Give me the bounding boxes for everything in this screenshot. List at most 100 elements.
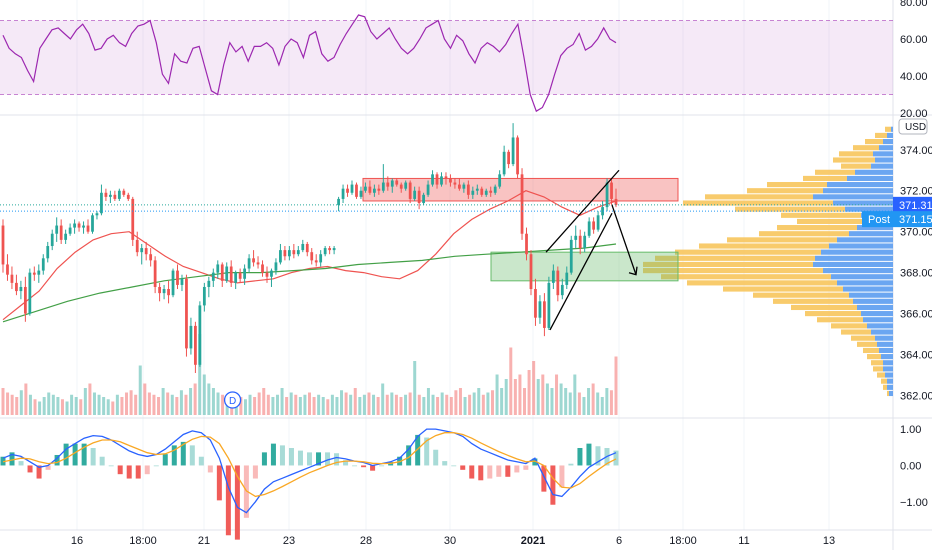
macd-panel[interactable] [0,428,619,540]
candle-body [15,282,18,292]
candle-body [610,182,613,199]
candle-body [381,182,385,191]
vp-bar-up [883,139,893,145]
volume-bar [303,394,307,415]
vp-bar-up [887,378,893,384]
macd-line [2,428,617,514]
candlesticks[interactable] [0,123,893,373]
volume-bar [161,388,165,415]
rsi-panel[interactable] [0,14,893,113]
volume-bar [582,397,586,415]
candle-body [91,215,94,232]
candle-body [538,301,542,318]
macd-histogram-bar [505,465,511,477]
vp-bar-up [885,372,893,378]
wedge-lower-line [549,212,613,331]
rsi-tick-label: 60.00 [900,34,928,46]
volume-bar [102,397,106,415]
vp-bar-up [875,157,893,163]
candle-body [144,248,148,255]
volume-bar [454,390,458,415]
wedge-upper-line [545,169,620,253]
candle-body [525,233,528,255]
volume-bar [431,394,435,415]
vp-bar-up [855,169,893,175]
volume-bar [193,383,197,415]
time-tick-label: 11 [738,535,749,547]
vp-bar-up [847,175,893,182]
volume-bar [426,388,430,415]
macd-histogram-bar [523,465,529,470]
trend-drawings[interactable] [545,169,638,331]
volume-bar [19,390,23,415]
post-label: Post [868,214,890,226]
vp-bar-down [791,304,857,311]
macd-histogram-bar [307,452,312,466]
volume-bar [477,388,481,415]
candle-body [296,250,300,255]
price-tick-label: 366.00 [900,309,932,321]
time-tick-label: 16 [71,535,83,547]
candle-body [511,137,515,165]
macd-histogram-bar [541,465,547,492]
volume-bar [596,392,600,415]
vp-bar-up [813,261,893,268]
time-axis[interactable]: 16 18:00 21 23 28 30 2021 6 18:00 11 13 [71,535,835,547]
vp-bar-up [853,298,893,304]
candle-body [95,213,99,216]
candle-body [341,188,345,199]
macd-histogram-bar [613,450,619,466]
vp-bar-down [675,249,821,255]
macd-histogram-bar [90,448,96,466]
candle-body [23,286,27,314]
candle-body [440,176,443,185]
ma-green-line [2,243,617,323]
candle-body [261,264,264,273]
candle-body [556,270,560,296]
candle-body [547,282,551,328]
candle-body [229,266,233,283]
macd-tick-label: −1.00 [900,497,928,509]
candle-body [117,190,121,199]
volume-bar [175,397,179,415]
price-tick-label: 374.00 [900,145,932,157]
volume-bar [28,394,32,415]
vp-bar-down [867,354,881,360]
candle-body [234,272,238,283]
macd-histogram-bar [451,465,457,467]
vp-bar-up [813,194,893,200]
macd-histogram-bar [316,452,322,466]
volume-bar [79,399,83,415]
volume-bar [353,388,357,415]
candle-body [32,272,36,275]
vp-bar-up [887,132,893,139]
arrow-shaft [611,204,637,275]
time-tick-label: 28 [360,535,372,547]
candle-body [404,182,408,189]
candle-body [390,180,394,187]
volume-bar [38,401,42,415]
candle-body [1,225,5,265]
macd-histogram-bar [559,465,565,488]
volume-bar [83,388,87,415]
candle-body [323,248,327,255]
vp-bar-down [683,200,833,206]
candle-body [194,325,197,365]
vp-bar-down [747,188,823,194]
volume-bar [609,390,613,415]
volume-bar [550,388,554,415]
vp-bar-up [837,237,893,243]
macd-histogram-bar [261,452,267,466]
vp-bar-down [727,237,837,243]
vp-bar-up [857,304,893,311]
price-axis[interactable]: 20.00 40.00 60.00 80.00 USD 362.00 364.00 366.0… [862,0,932,509]
macd-tick-label: 1.00 [900,424,921,436]
candle-body [225,266,229,281]
candle-body [19,286,23,292]
vp-bar-down [873,366,883,372]
candle-body [162,289,166,294]
vp-bar-up [873,151,893,157]
candle-body [346,188,349,193]
vp-bar-down [887,390,889,397]
